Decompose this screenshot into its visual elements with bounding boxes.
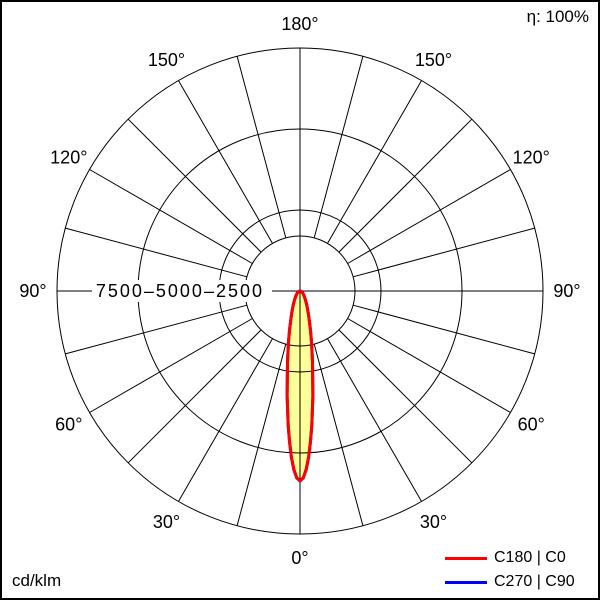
- grid-spoke: [338, 329, 473, 464]
- grid-spoke: [347, 318, 511, 413]
- legend-item-c180-c0: C180 | C0: [445, 548, 575, 568]
- angle-label: 30°: [420, 512, 447, 532]
- angle-label: 150°: [415, 50, 452, 70]
- angle-label: 60°: [518, 415, 545, 435]
- grid-spoke: [89, 318, 253, 413]
- efficiency-label: η: 100%: [526, 7, 589, 26]
- grid-spoke: [178, 80, 273, 244]
- grid-spoke: [65, 304, 248, 355]
- grid-spoke: [327, 80, 422, 244]
- intensity-curve: [285, 289, 315, 483]
- angle-label: 120°: [513, 148, 550, 168]
- legend-item-c270-c90: C270 | C90: [445, 572, 575, 592]
- grid-spoke: [127, 118, 262, 253]
- legend-label-c270-c90: C270 | C90: [494, 573, 575, 590]
- angle-label: 150°: [148, 50, 185, 70]
- grid-spoke: [352, 227, 535, 278]
- grid-spoke: [236, 343, 287, 526]
- grid-spoke: [352, 304, 535, 355]
- angle-label: 180°: [281, 14, 318, 34]
- grid-spoke: [127, 329, 262, 464]
- angle-label: 120°: [50, 148, 87, 168]
- legend-line-blue-icon: [445, 580, 487, 584]
- radial-tick-label-bg: [92, 280, 272, 302]
- grid-spoke: [313, 343, 364, 526]
- grid-spoke: [338, 118, 473, 253]
- units-label: cd/klm: [12, 571, 62, 590]
- radial-tick-label: 7500–5000–2500: [96, 281, 264, 301]
- angle-label: 90°: [19, 281, 46, 301]
- grid-spoke: [236, 56, 287, 239]
- grid-spoke: [327, 338, 422, 502]
- legend-label-c180-c0: C180 | C0: [494, 549, 566, 566]
- angle-label: 60°: [55, 415, 82, 435]
- legend-line-red-icon: [445, 556, 487, 560]
- grid-spoke: [347, 169, 511, 264]
- angle-label: 0°: [291, 548, 308, 568]
- angle-label: 90°: [553, 281, 580, 301]
- grid-spoke: [178, 338, 273, 502]
- legend: C180 | C0 C270 | C90: [445, 548, 575, 592]
- angle-label: 30°: [153, 512, 180, 532]
- grid-spoke: [65, 227, 248, 278]
- grid-spoke: [89, 169, 253, 264]
- grid-spoke: [313, 56, 364, 239]
